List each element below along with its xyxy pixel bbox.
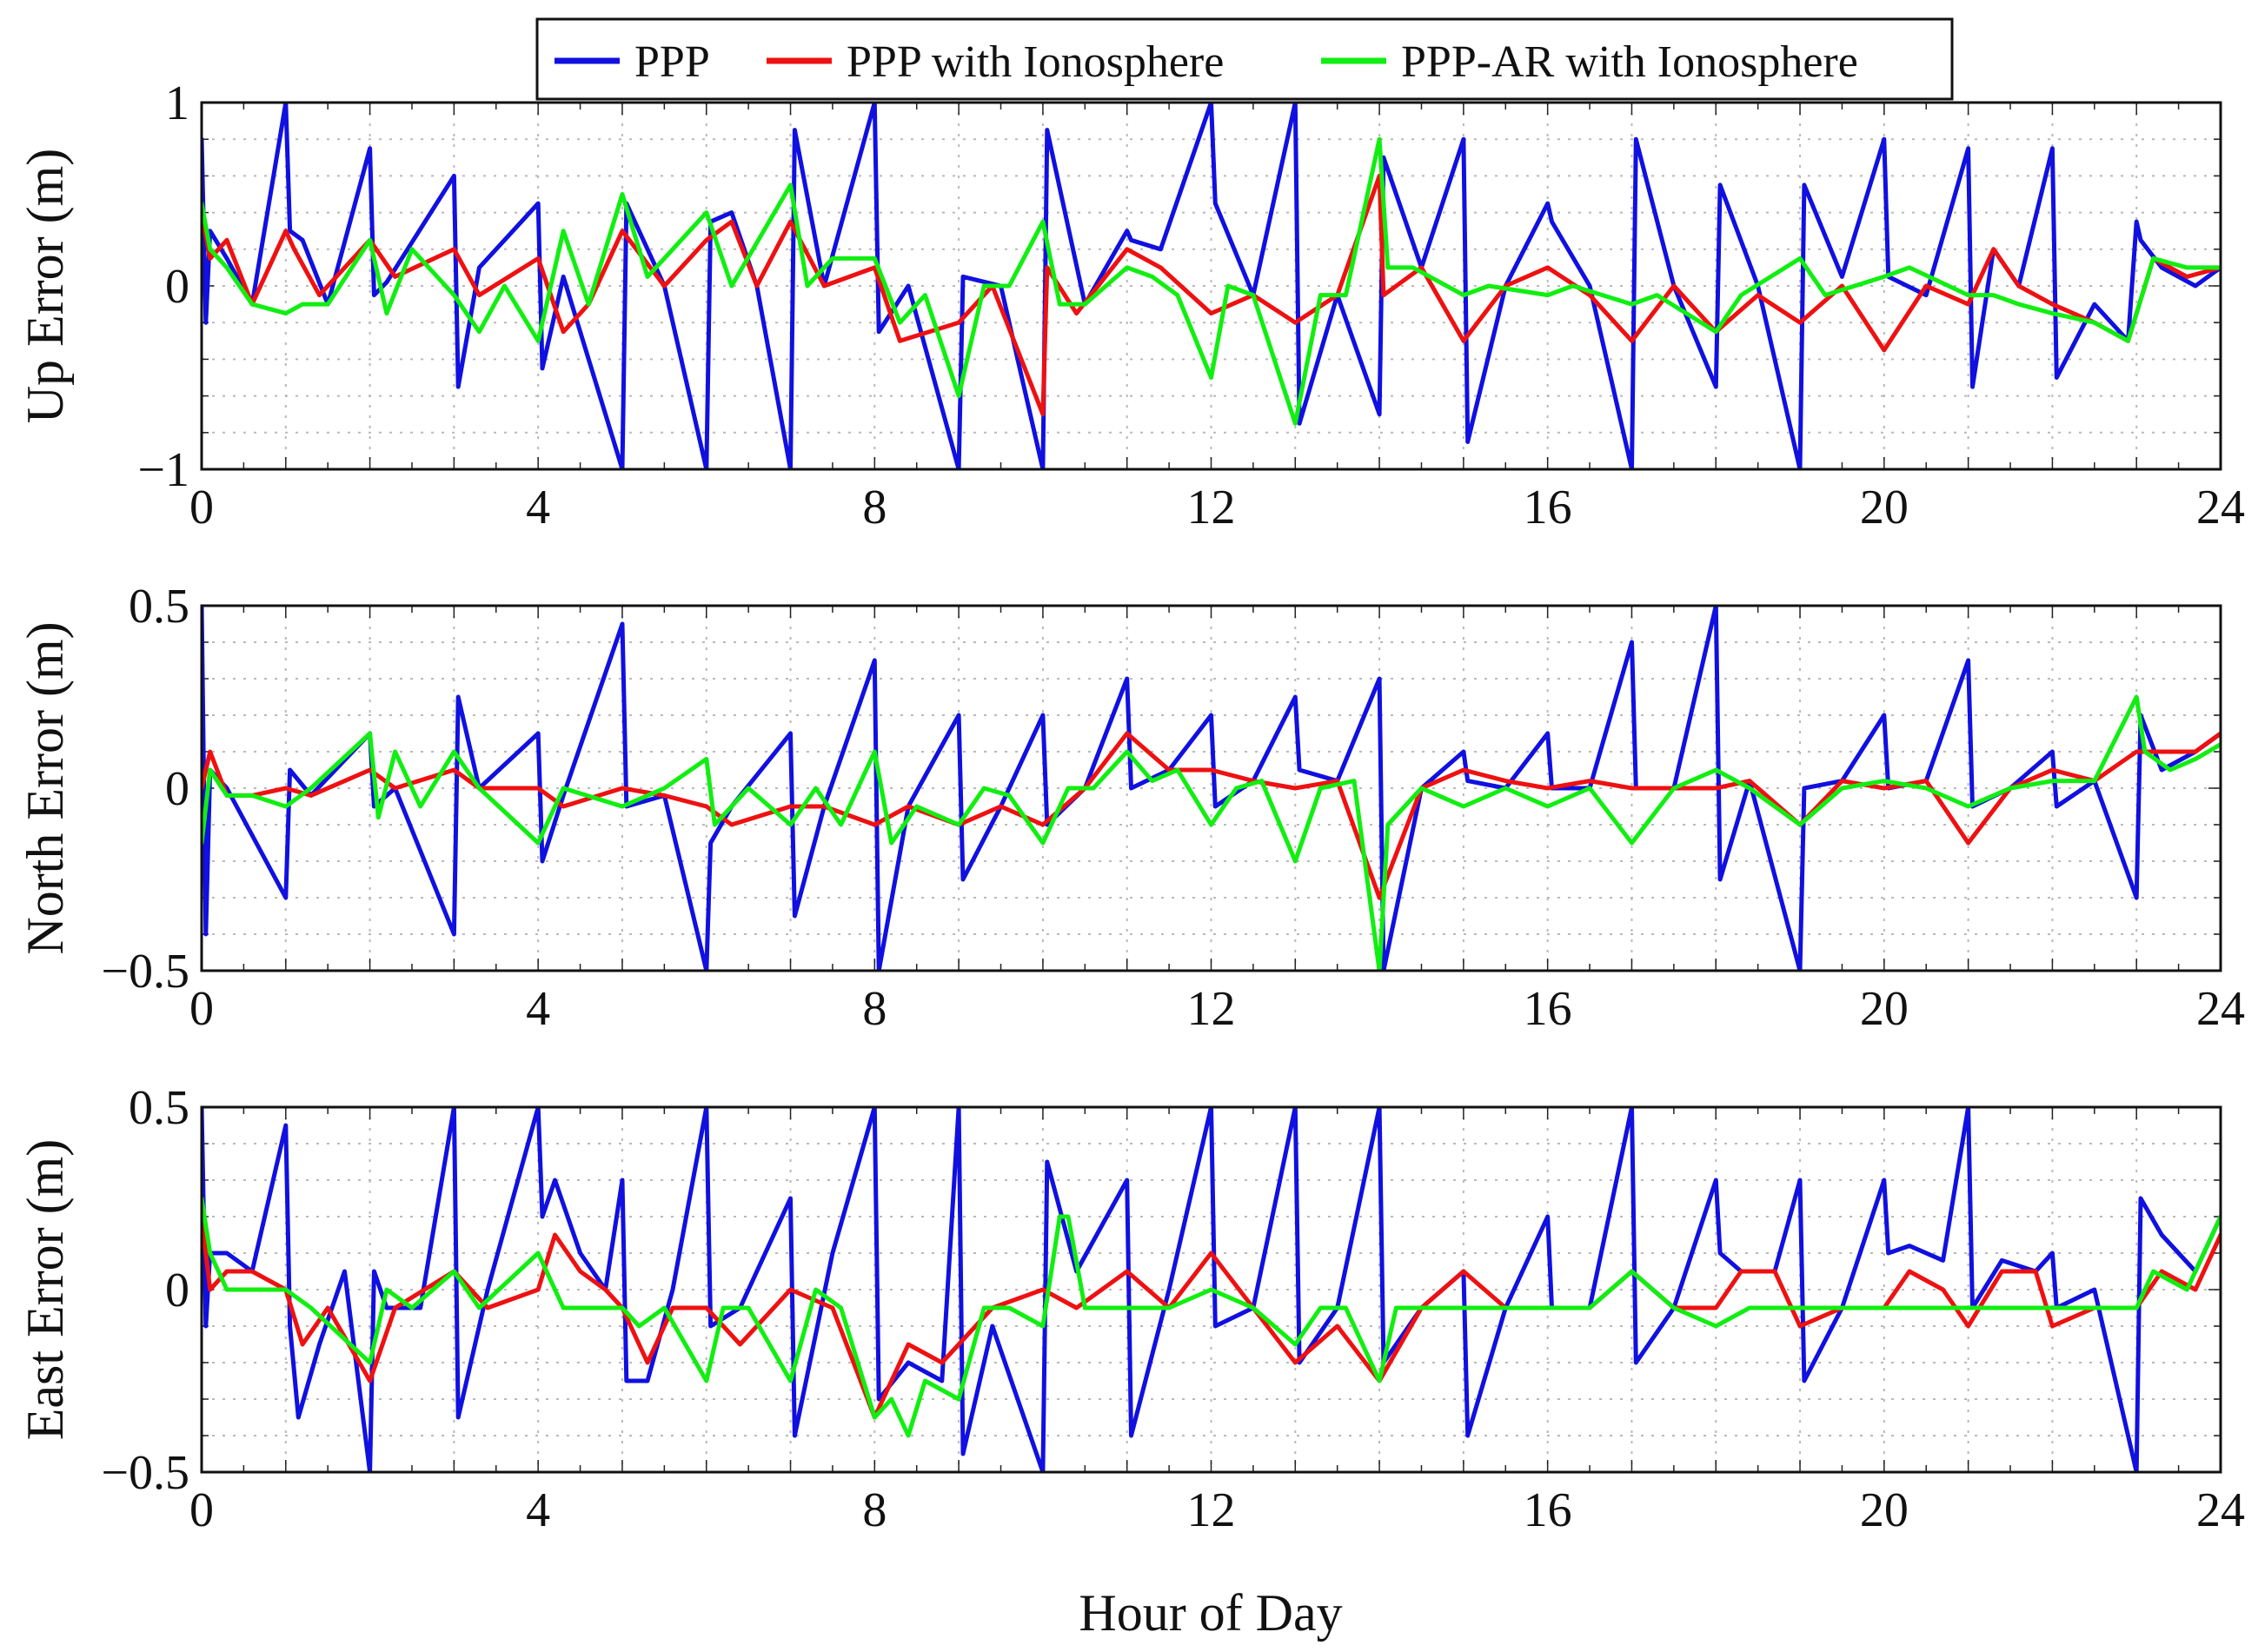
x-tick-label: 24 bbox=[2196, 982, 2245, 1036]
y-tick-label: −0.5 bbox=[101, 1446, 189, 1500]
x-tick-label: 4 bbox=[526, 982, 550, 1036]
grid bbox=[202, 1107, 2221, 1472]
x-tick-label: 0 bbox=[189, 1483, 214, 1537]
y-axis-title: Up Error (m) bbox=[17, 149, 74, 424]
legend: PPP PPP with Ionosphere PPP-AR with Ionosp… bbox=[535, 17, 1954, 101]
y-tick-label: 0.5 bbox=[129, 580, 189, 634]
x-axis-title: Hour of Day bbox=[1079, 1584, 1342, 1642]
plot-frame bbox=[200, 1105, 2222, 1474]
y-tick-label: 0 bbox=[165, 1264, 189, 1317]
plot-frame bbox=[200, 101, 2222, 471]
x-tick-label: 4 bbox=[526, 1483, 550, 1537]
y-axis-title: East Error (m) bbox=[17, 1139, 74, 1441]
legend-label-ppp-ar-with-ionosphere: PPP-AR with Ionosphere bbox=[1401, 37, 1858, 87]
y-axis-title: North Error (m) bbox=[17, 621, 74, 954]
x-tick-label: 8 bbox=[862, 1483, 887, 1537]
y-tick-label: 0 bbox=[165, 260, 189, 314]
y-tick-label: 1 bbox=[165, 76, 189, 130]
x-tick-label: 16 bbox=[1524, 982, 1572, 1036]
series-group bbox=[202, 103, 2221, 469]
legend-label-ppp-with-ionosphere: PPP with Ionosphere bbox=[847, 37, 1224, 87]
series-ppp-with-ionosphere bbox=[202, 1214, 2221, 1420]
series-group bbox=[202, 606, 2221, 971]
series-group bbox=[202, 1107, 2221, 1472]
x-tick-label: 12 bbox=[1187, 982, 1236, 1036]
y-tick-label: −0.5 bbox=[101, 945, 189, 998]
y-tick-label: 0.5 bbox=[129, 1081, 189, 1135]
y-tick-label: 0 bbox=[165, 762, 189, 816]
series-ppp bbox=[202, 606, 2221, 971]
plot-frame bbox=[200, 604, 2222, 972]
y-tick-label: −1 bbox=[137, 443, 189, 497]
x-tick-label: 24 bbox=[2196, 1483, 2245, 1537]
x-tick-label: 20 bbox=[1860, 982, 1909, 1036]
x-tick-label: 12 bbox=[1187, 1483, 1236, 1537]
x-tick-label: 20 bbox=[1860, 1483, 1909, 1537]
x-tick-label: 16 bbox=[1524, 1483, 1572, 1537]
legend-label-ppp: PPP bbox=[634, 37, 710, 87]
x-tick-label: 24 bbox=[2196, 481, 2245, 534]
series-ppp-ar-with-ionosphere bbox=[202, 694, 2221, 971]
series-ppp-ar-with-ionosphere bbox=[202, 136, 2221, 426]
x-tick-label: 20 bbox=[1860, 481, 1909, 534]
x-tick-label: 8 bbox=[862, 481, 887, 534]
x-tick-label: 16 bbox=[1524, 481, 1572, 534]
series-ppp-with-ionosphere bbox=[202, 173, 2221, 417]
x-tick-label: 12 bbox=[1187, 481, 1236, 534]
series-ppp-ar-with-ionosphere bbox=[202, 1196, 2221, 1438]
x-tick-label: 0 bbox=[189, 481, 214, 534]
x-tick-label: 0 bbox=[189, 982, 214, 1036]
grid bbox=[202, 606, 2221, 971]
x-tick-label: 8 bbox=[862, 982, 887, 1036]
x-tick-label: 4 bbox=[526, 481, 550, 534]
